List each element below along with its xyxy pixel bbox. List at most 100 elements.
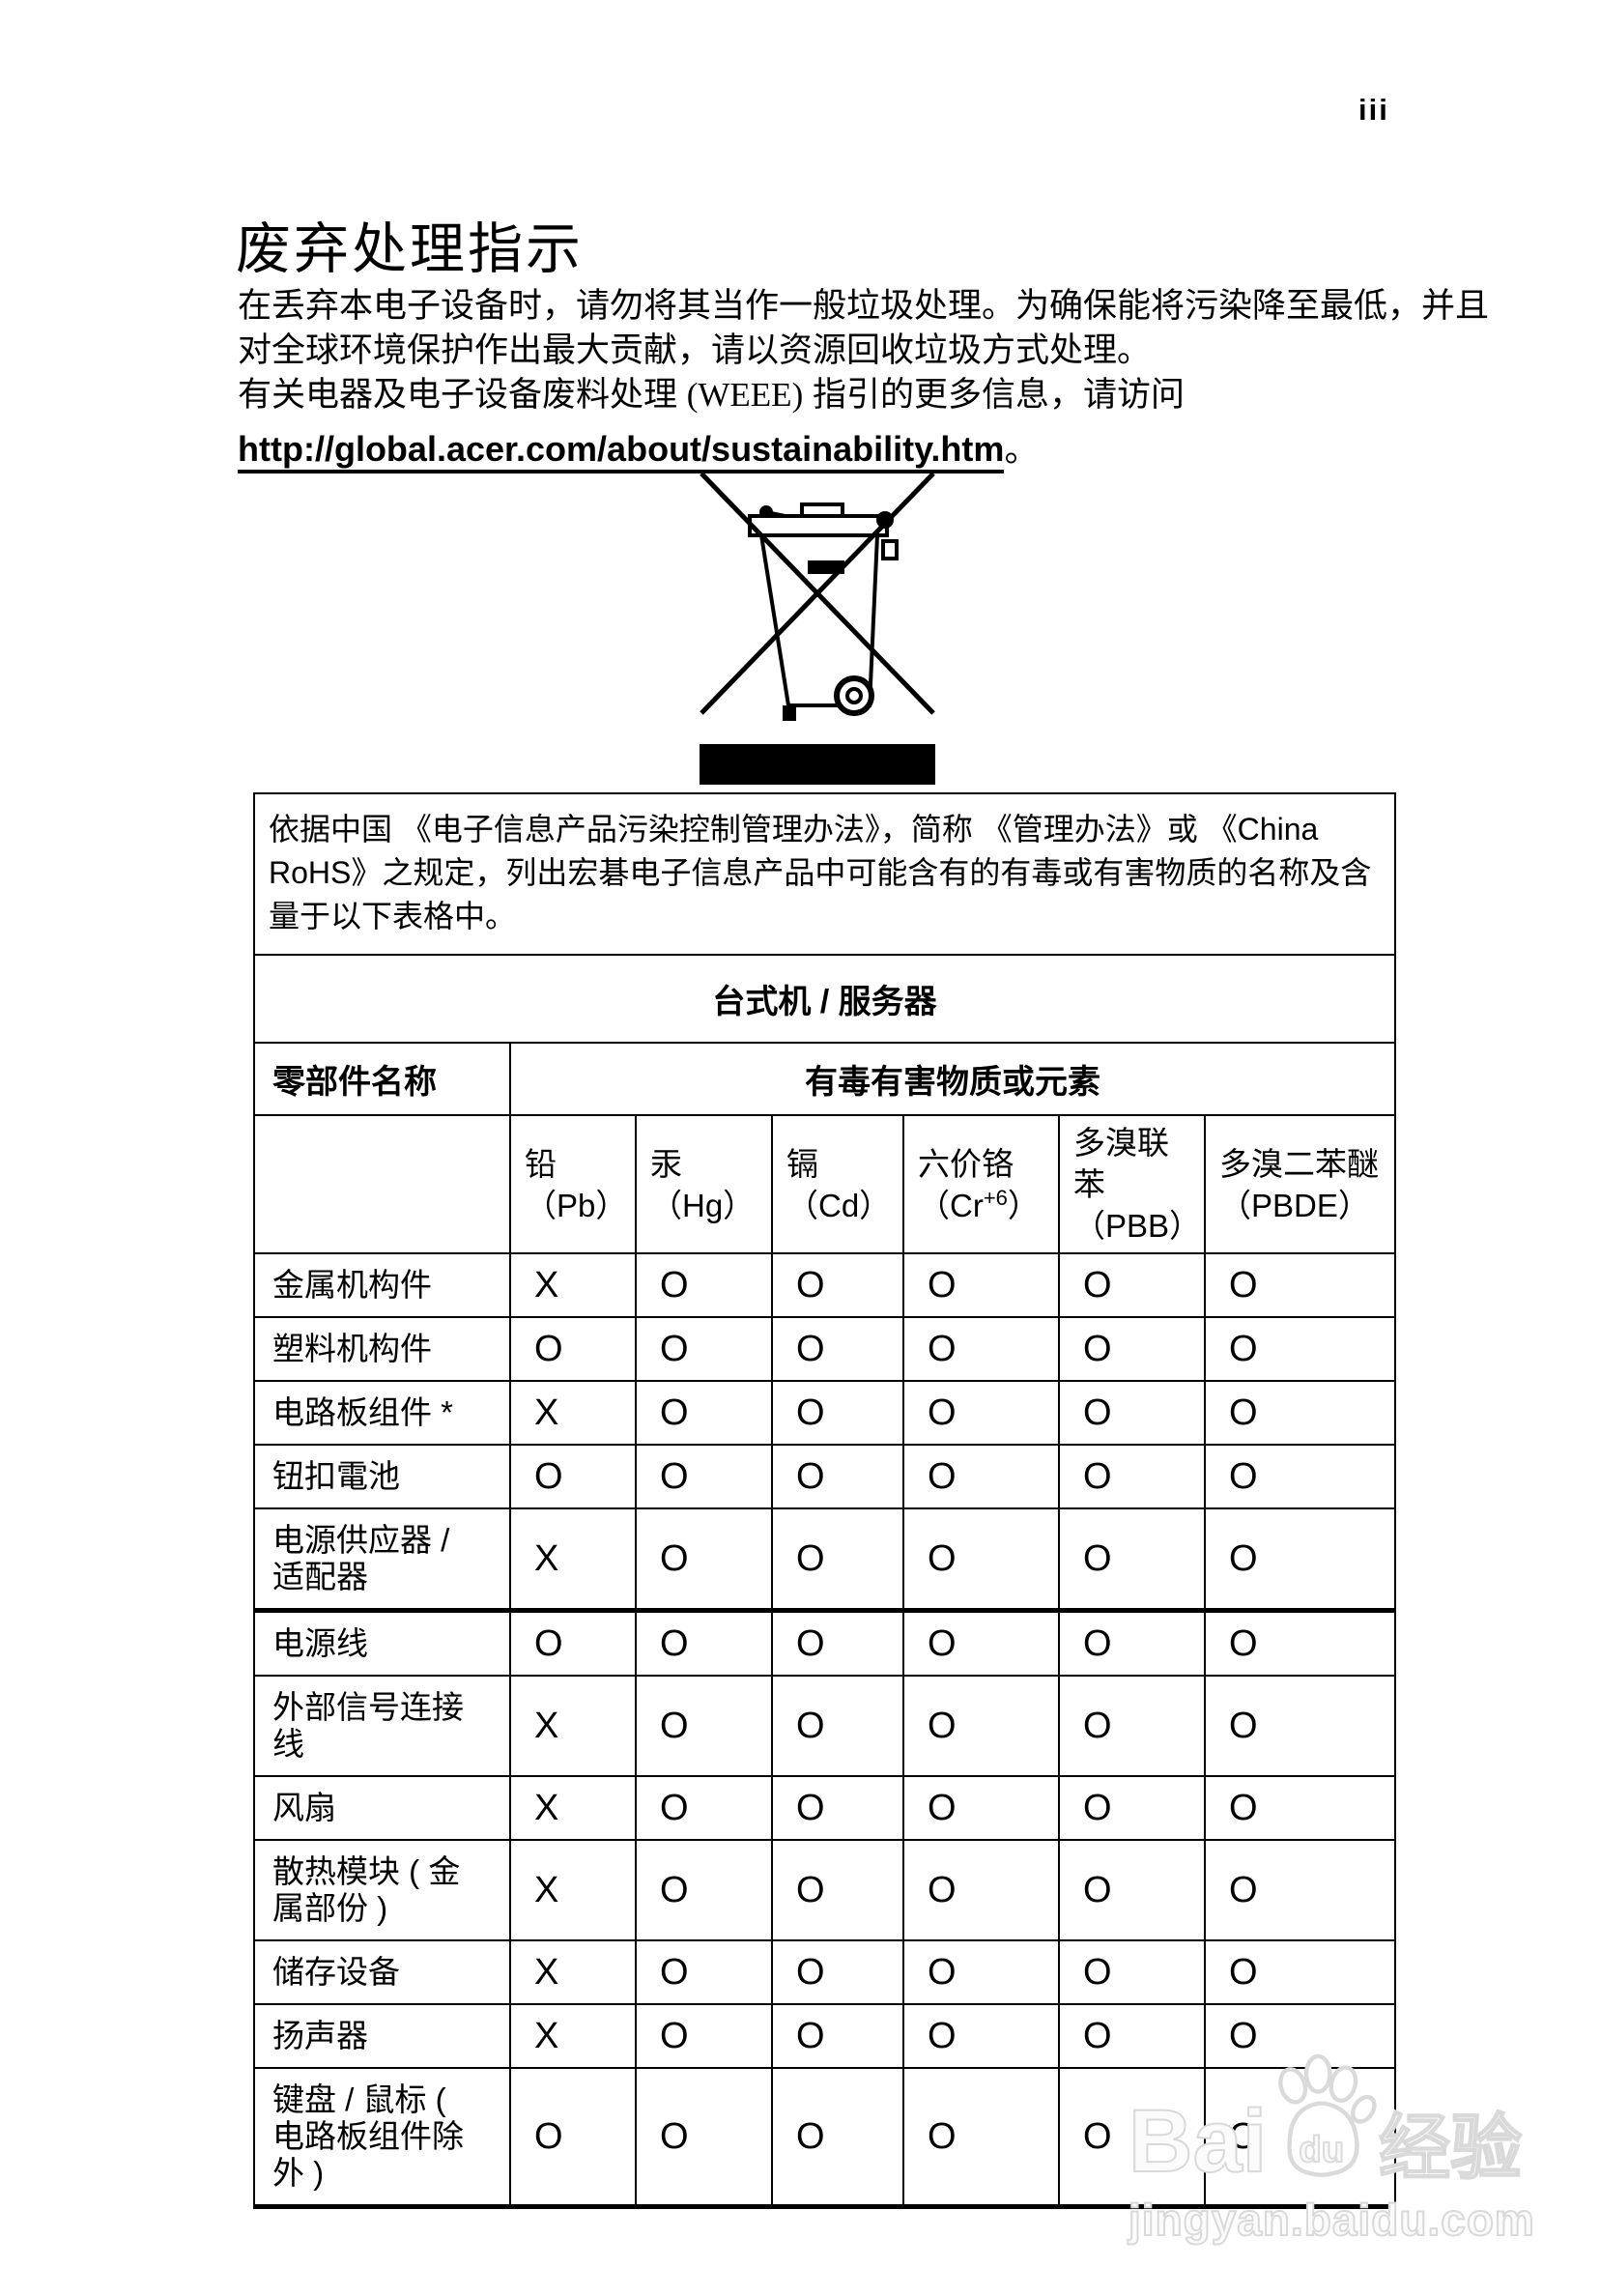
value-cell: O xyxy=(635,2067,773,2209)
table-row: 风扇 X O O O O O xyxy=(253,1775,1397,1841)
watermark-url: jingyan.baidu.com xyxy=(1128,2194,1535,2246)
table-row: 电源线 O O O O O O xyxy=(253,1609,1397,1677)
value-cell: O xyxy=(902,1675,1060,1777)
intro-text: 在丢弃本电子设备时，请勿将其当作一般垃圾处理。为确保能将污染降至最低，并且对全球… xyxy=(238,284,1494,417)
value-cell: O xyxy=(1058,1839,1206,1941)
value-cell: O xyxy=(509,1609,637,1677)
table-category-row: 台式机 / 服务器 xyxy=(252,954,1397,1044)
watermark-jingyan-text: 经验 xyxy=(1378,2108,1523,2189)
value-cell: O xyxy=(771,1444,904,1509)
value-cell: O xyxy=(509,1444,637,1509)
part-cell: 储存设备 xyxy=(253,1939,511,2005)
table-row: 电路板组件 * X O O O O O xyxy=(253,1380,1397,1446)
part-cell: 塑料机构件 xyxy=(253,1316,511,1382)
weee-info-line: 有关电器及电子设备废料处理 (WEEE) 指引的更多信息，请访问 xyxy=(238,373,1494,417)
value-cell: O xyxy=(1058,1507,1206,1613)
value-cell: O xyxy=(771,1775,904,1841)
part-cell: 电路板组件 * xyxy=(253,1380,511,1446)
weee-bin-icon xyxy=(690,462,945,790)
value-cell: O xyxy=(1058,1675,1206,1777)
value-cell: O xyxy=(635,1507,773,1613)
value-cell: X xyxy=(509,1775,637,1841)
value-cell: O xyxy=(902,1316,1060,1382)
part-cell: 键盘 / 鼠标 ( 电路板组件除外 ) xyxy=(253,2067,511,2209)
column-header-pbb: 多溴联苯 （PBB） xyxy=(1058,1114,1206,1254)
rohs-note-cell: 依据中国 《电子信息产品污染控制管理办法》，简称 《管理办法》或 《China … xyxy=(252,792,1397,956)
value-cell: O xyxy=(635,1675,773,1777)
table-row: 储存设备 X O O O O O xyxy=(253,1939,1397,2005)
value-cell: O xyxy=(635,1252,773,1318)
substance-columns-row: 铅（Pb） 汞（Hg） 镉（Cd） 六价铬 （Cr+6） 多溴联苯 （PBB） 多溴… xyxy=(253,1114,1397,1254)
value-cell: O xyxy=(1203,1316,1397,1382)
value-cell: O xyxy=(1058,2003,1206,2069)
category-title-cell: 台式机 / 服务器 xyxy=(252,954,1397,1044)
sustainability-link[interactable]: http://global.acer.com/about/sustainabil… xyxy=(238,429,1005,474)
value-cell: O xyxy=(635,1380,773,1446)
intro-paragraph: 在丢弃本电子设备时，请勿将其当作一般垃圾处理。为确保能将污染降至最低，并且对全球… xyxy=(238,287,1490,369)
value-cell: O xyxy=(771,2003,904,2069)
value-cell: O xyxy=(771,1316,904,1382)
table-row: 金属机构件 X O O O O O xyxy=(253,1252,1397,1318)
part-cell: 扬声器 xyxy=(253,2003,511,2069)
value-cell: O xyxy=(771,1507,904,1613)
value-cell: O xyxy=(635,1939,773,2005)
value-cell: O xyxy=(1058,1316,1206,1382)
value-cell: O xyxy=(902,2067,1060,2209)
value-cell: O xyxy=(902,1380,1060,1446)
value-cell: O xyxy=(771,1675,904,1777)
part-cell: 钮扣電池 xyxy=(253,1444,511,1509)
baidu-jingyan-watermark: Bai du 经验 jingyan.baidu.com xyxy=(1128,2052,1554,2246)
table-row: 电源供应器 / 适配器 X O O O O O xyxy=(253,1507,1397,1613)
value-cell: O xyxy=(1058,1939,1206,2005)
value-cell: O xyxy=(1058,1444,1206,1509)
value-cell: O xyxy=(635,2003,773,2069)
column-header-cadmium: 镉（Cd） xyxy=(771,1114,904,1254)
column-header-pbde: 多溴二苯醚 （PBDE） xyxy=(1203,1114,1397,1254)
value-cell: O xyxy=(902,1252,1060,1318)
value-cell: X xyxy=(509,1675,637,1777)
value-cell: O xyxy=(902,1839,1060,1941)
value-cell: O xyxy=(1058,1775,1206,1841)
value-cell: O xyxy=(1203,1675,1397,1777)
svg-text:du: du xyxy=(1300,2129,1345,2170)
value-cell: O xyxy=(1203,1775,1397,1841)
column-header-mercury: 汞（Hg） xyxy=(635,1114,773,1254)
value-cell: X xyxy=(509,1939,637,2005)
value-cell: O xyxy=(509,1316,637,1382)
value-cell: O xyxy=(1058,1252,1206,1318)
value-cell: O xyxy=(1203,1444,1397,1509)
part-cell: 金属机构件 xyxy=(253,1252,511,1318)
value-cell: O xyxy=(771,1380,904,1446)
value-cell: O xyxy=(635,1316,773,1382)
part-cell: 电源线 xyxy=(253,1609,511,1677)
value-cell: O xyxy=(635,1609,773,1677)
value-cell: O xyxy=(771,1839,904,1941)
value-cell: X xyxy=(509,1252,637,1318)
empty-corner-cell xyxy=(253,1114,511,1254)
part-cell: 散热模块 ( 金属部份 ) xyxy=(253,1839,511,1941)
value-cell: O xyxy=(1203,1609,1397,1677)
value-cell: O xyxy=(902,1609,1060,1677)
value-cell: O xyxy=(635,1775,773,1841)
value-cell: O xyxy=(1203,1839,1397,1941)
weee-line-after: 指引的更多信息，请访问 xyxy=(803,376,1185,414)
table-row: 外部信号连接线 X O O O O O xyxy=(253,1675,1397,1777)
value-cell: O xyxy=(1203,1252,1397,1318)
baidu-paw-icon: du xyxy=(1261,2052,1379,2190)
value-cell: O xyxy=(1203,2003,1397,2069)
table-header-row: 零部件名称 有毒有害物质或元素 xyxy=(253,1042,1397,1116)
table-row: 扬声器 X O O O O O xyxy=(253,2003,1397,2069)
part-cell: 电源供应器 / 适配器 xyxy=(253,1507,511,1613)
column-header-lead: 铅（Pb） xyxy=(509,1114,637,1254)
value-cell: O xyxy=(1203,1380,1397,1446)
part-cell: 外部信号连接线 xyxy=(253,1675,511,1777)
value-cell: O xyxy=(1058,1609,1206,1677)
table-row: 散热模块 ( 金属部份 ) X O O O O O xyxy=(253,1839,1397,1941)
value-cell: O xyxy=(902,1775,1060,1841)
table-row: 钮扣電池 O O O O O O xyxy=(253,1444,1397,1509)
value-cell: X xyxy=(509,2003,637,2069)
substances-header-cell: 有毒有害物质或元素 xyxy=(508,1042,1397,1116)
value-cell: O xyxy=(771,1252,904,1318)
value-cell: O xyxy=(902,1444,1060,1509)
